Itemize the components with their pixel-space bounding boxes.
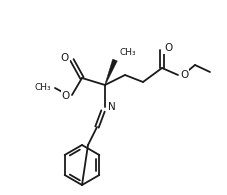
Text: O: O bbox=[180, 70, 188, 80]
Text: N: N bbox=[108, 102, 116, 112]
Text: O: O bbox=[62, 91, 70, 101]
Text: O: O bbox=[164, 43, 172, 53]
Text: CH₃: CH₃ bbox=[119, 48, 136, 57]
Polygon shape bbox=[105, 59, 117, 85]
Text: CH₃: CH₃ bbox=[34, 83, 51, 92]
Text: O: O bbox=[61, 53, 69, 63]
